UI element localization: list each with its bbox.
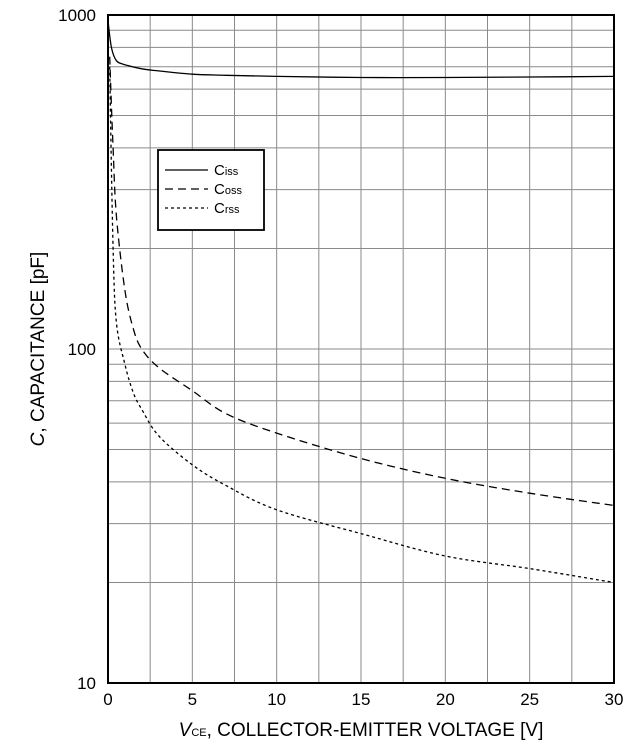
x-tick-label: 25 <box>520 690 539 709</box>
tick-labels: 0 5 10 15 20 25 30 10 100 1000 <box>58 6 623 709</box>
series-line-coss <box>109 56 615 507</box>
x-tick-label: 0 <box>103 690 112 709</box>
y-axis-label: C, CAPACITANCE [pF] <box>28 252 49 447</box>
series-line-crss <box>109 66 615 584</box>
x-axis-label: VCE, COLLECTOR-EMITTER VOLTAGE [V] <box>179 720 544 741</box>
y-tick-label: 10 <box>77 674 96 693</box>
x-tick-label: 5 <box>188 690 197 709</box>
legend-label-coss: Coss <box>214 181 242 198</box>
grid <box>108 15 614 683</box>
legend-label-crss: Crss <box>214 200 240 217</box>
legend: Ciss Coss Crss <box>157 149 265 231</box>
series-line-ciss <box>107 20 615 79</box>
y-tick-label: 100 <box>68 340 96 359</box>
x-tick-label: 10 <box>267 690 286 709</box>
x-tick-label: 15 <box>352 690 371 709</box>
curves <box>107 20 615 584</box>
x-tick-label: 20 <box>436 690 455 709</box>
y-tick-label: 1000 <box>58 6 96 25</box>
plot-frame <box>107 14 615 684</box>
x-tick-label: 30 <box>605 690 624 709</box>
legend-label-ciss: Ciss <box>214 162 239 179</box>
legend-box <box>157 149 265 231</box>
